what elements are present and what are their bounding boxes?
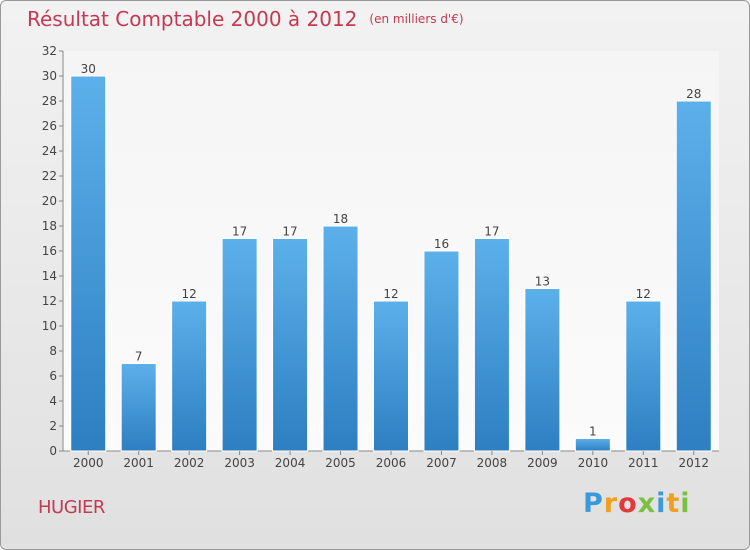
bar-value-label: 12 — [383, 287, 398, 301]
bar-2008 — [474, 239, 509, 452]
bar-value-label: 17 — [282, 225, 297, 239]
x-tick-label: 2006 — [376, 456, 407, 470]
bar-2007 — [424, 251, 459, 451]
x-tick-label: 2003 — [224, 456, 255, 470]
logo-letter: P — [583, 488, 604, 519]
bar-2010 — [575, 439, 610, 452]
x-tick-label: 2005 — [325, 456, 356, 470]
y-tick-label: 6 — [49, 369, 57, 383]
y-tick-label: 0 — [49, 444, 57, 458]
y-tick-label: 14 — [42, 269, 57, 283]
bar-2012 — [676, 101, 711, 451]
y-tick-label: 28 — [42, 94, 57, 108]
bar-value-label: 16 — [434, 237, 449, 251]
chart-frame: Résultat Comptable 2000 à 2012 (en millie… — [0, 0, 750, 550]
x-tick-label: 2001 — [123, 456, 154, 470]
y-tick-label: 8 — [49, 344, 57, 358]
y-tick-label: 22 — [42, 169, 57, 183]
bar-value-label: 12 — [182, 287, 197, 301]
x-tick-label: 2009 — [527, 456, 558, 470]
y-tick-label: 2 — [49, 419, 57, 433]
logo-letter: o — [618, 488, 638, 519]
x-tick-label: 2012 — [678, 456, 709, 470]
bar-2003 — [222, 239, 257, 452]
bar-value-label: 1 — [589, 425, 597, 439]
bar-value-label: 18 — [333, 212, 348, 226]
bar-2011 — [626, 301, 661, 451]
x-tick-label: 2008 — [477, 456, 508, 470]
logo-letter: i — [656, 488, 666, 519]
x-tick-label: 2004 — [275, 456, 306, 470]
bar-value-label: 13 — [535, 275, 550, 289]
logo-letter: r — [604, 488, 618, 519]
y-tick-label: 20 — [42, 194, 57, 208]
y-tick-label: 32 — [42, 44, 57, 58]
y-tick-label: 4 — [49, 394, 57, 408]
bar-value-label: 17 — [484, 225, 499, 239]
bar-2005 — [323, 226, 358, 451]
bar-value-label: 7 — [135, 350, 143, 364]
bar-2004 — [273, 239, 308, 452]
bar-value-label: 30 — [81, 62, 96, 76]
bar-2000 — [71, 76, 106, 451]
x-tick-label: 2007 — [426, 456, 457, 470]
y-tick-label: 16 — [42, 244, 57, 258]
y-tick-label: 24 — [42, 144, 57, 158]
y-tick-label: 30 — [42, 69, 57, 83]
bar-2002 — [172, 301, 207, 451]
x-tick-label: 2010 — [578, 456, 609, 470]
bar-2006 — [374, 301, 409, 451]
bar-value-label: 12 — [636, 287, 651, 301]
x-tick-label: 2002 — [174, 456, 205, 470]
logo-letter: t — [666, 488, 680, 519]
bar-value-label: 17 — [232, 225, 247, 239]
y-tick-label: 26 — [42, 119, 57, 133]
commune-name: HUGIER — [38, 497, 105, 518]
logo-letter: x — [638, 488, 656, 519]
x-tick-label: 2011 — [628, 456, 659, 470]
bar-value-label: 28 — [686, 87, 701, 101]
y-tick-label: 10 — [42, 319, 57, 333]
y-tick-label: 18 — [42, 219, 57, 233]
bar-2009 — [525, 289, 560, 452]
logo-letter: i — [680, 488, 690, 519]
bar-2001 — [121, 364, 156, 452]
x-tick-label: 2000 — [73, 456, 104, 470]
bar-chart: 0246810121416182022242628303230200072001… — [1, 1, 750, 550]
y-tick-label: 12 — [42, 294, 57, 308]
proxiti-logo: Proxiti — [583, 488, 691, 519]
